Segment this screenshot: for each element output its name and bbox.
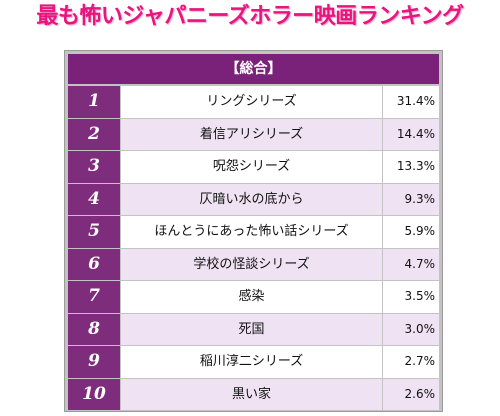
movie-title: 黒い家 <box>121 378 382 410</box>
vote-percentage: 9.3% <box>383 183 439 215</box>
table-row: 10 黒い家 2.6% <box>68 378 439 410</box>
vote-percentage: 4.7% <box>383 248 439 280</box>
movie-title: 死国 <box>121 313 382 345</box>
movie-title: ほんとうにあった怖い話シリーズ <box>121 216 382 248</box>
movie-title: 着信アリシリーズ <box>121 118 382 150</box>
vote-percentage: 2.7% <box>383 346 439 378</box>
movie-title: 仄暗い水の底から <box>121 183 382 215</box>
rank-number: 2 <box>68 118 120 150</box>
table-row: 6 学校の怪談シリーズ 4.7% <box>68 248 439 280</box>
rank-number: 3 <box>68 151 120 183</box>
movie-title: 呪怨シリーズ <box>121 151 382 183</box>
vote-percentage: 5.9% <box>383 216 439 248</box>
movie-title: リングシリーズ <box>121 86 382 118</box>
movie-title: 感染 <box>121 281 382 313</box>
page-title: 最も怖いジャパニーズホラー映画ランキング <box>36 4 464 29</box>
table-row: 7 感染 3.5% <box>68 281 439 313</box>
rank-number: 10 <box>68 378 120 410</box>
rank-number: 1 <box>68 86 120 118</box>
table-row: 1 リングシリーズ 31.4% <box>68 86 439 118</box>
vote-percentage: 2.6% <box>383 378 439 410</box>
table-row: 5 ほんとうにあった怖い話シリーズ 5.9% <box>68 216 439 248</box>
table-row: 8 死国 3.0% <box>68 313 439 345</box>
vote-percentage: 14.4% <box>383 118 439 150</box>
table-row: 4 仄暗い水の底から 9.3% <box>68 183 439 215</box>
rank-number: 6 <box>68 248 120 280</box>
rank-number: 5 <box>68 216 120 248</box>
rank-number: 7 <box>68 281 120 313</box>
table-row: 2 着信アリシリーズ 14.4% <box>68 118 439 150</box>
table-header: 【総合】 <box>68 54 439 84</box>
movie-title: 学校の怪談シリーズ <box>121 248 382 280</box>
vote-percentage: 3.5% <box>383 281 439 313</box>
vote-percentage: 31.4% <box>383 86 439 118</box>
table-row: 3 呪怨シリーズ 13.3% <box>68 151 439 183</box>
movie-title: 稲川淳二シリーズ <box>121 346 382 378</box>
rank-number: 8 <box>68 313 120 345</box>
vote-percentage: 13.3% <box>383 151 439 183</box>
ranking-table: 【総合】 1 リングシリーズ 31.4% 2 着信アリシリーズ 14.4% 3 … <box>64 50 443 412</box>
table-row: 9 稲川淳二シリーズ 2.7% <box>68 346 439 378</box>
rank-number: 4 <box>68 183 120 215</box>
vote-percentage: 3.0% <box>383 313 439 345</box>
rank-number: 9 <box>68 346 120 378</box>
